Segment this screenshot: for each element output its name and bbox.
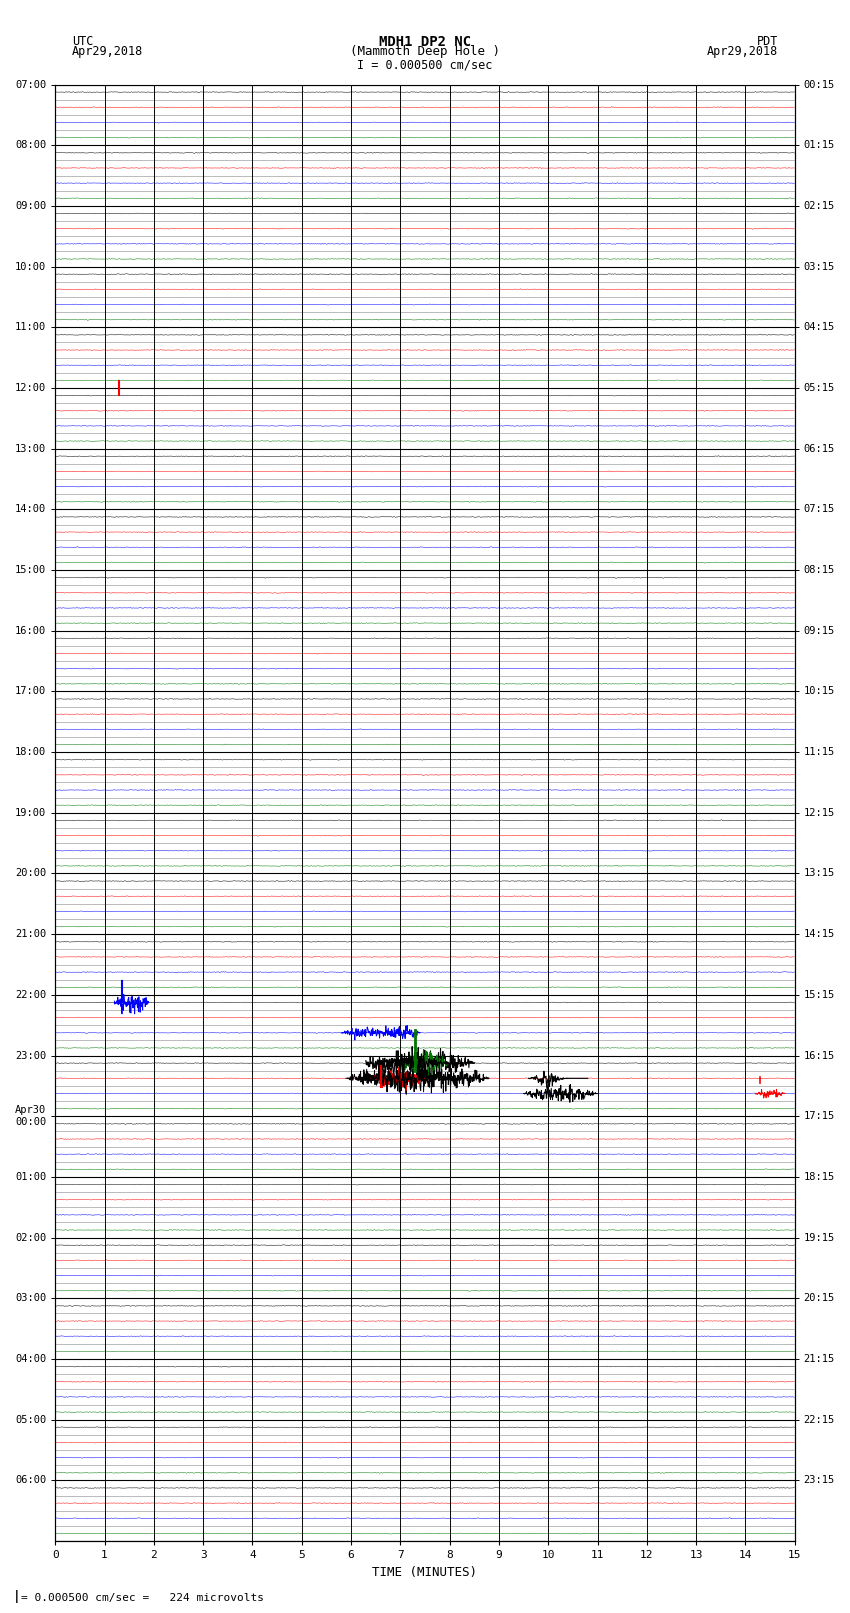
Text: |: |	[13, 1590, 20, 1603]
Text: Apr29,2018: Apr29,2018	[72, 45, 144, 58]
Text: MDH1 DP2 NC: MDH1 DP2 NC	[379, 35, 471, 50]
Text: PDT: PDT	[756, 35, 778, 48]
Text: I = 0.000500 cm/sec: I = 0.000500 cm/sec	[357, 58, 493, 71]
Text: UTC: UTC	[72, 35, 94, 48]
X-axis label: TIME (MINUTES): TIME (MINUTES)	[372, 1566, 478, 1579]
Text: (Mammoth Deep Hole ): (Mammoth Deep Hole )	[350, 45, 500, 58]
Text: Apr29,2018: Apr29,2018	[706, 45, 778, 58]
Text: = 0.000500 cm/sec =   224 microvolts: = 0.000500 cm/sec = 224 microvolts	[21, 1594, 264, 1603]
